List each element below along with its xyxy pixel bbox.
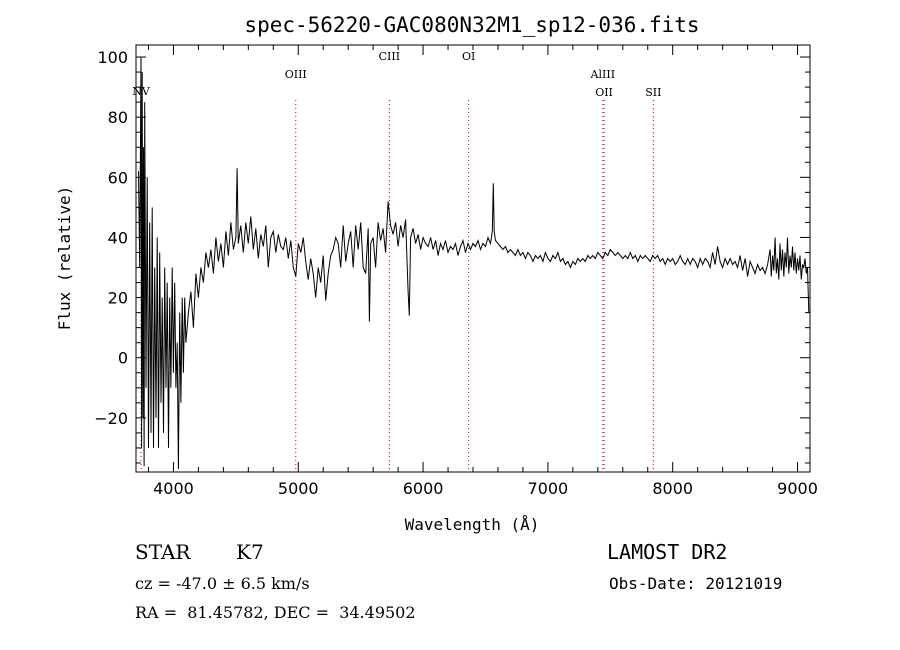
object-class: STAR — [135, 540, 191, 564]
y-tick-label: 20 — [108, 289, 128, 308]
axis-ticks: 4000 5000 6000 7000 8000 9000 −20 0 20 40 60 80 100 — [94, 45, 818, 498]
y-tick-label: 40 — [108, 228, 128, 247]
spectral-line-label: AlIII — [590, 68, 616, 81]
redshift-info: cz = -47.0 ± 6.5 km/s — [135, 574, 310, 593]
object-subclass: K7 — [236, 540, 264, 564]
x-tick-label: 7000 — [528, 479, 569, 498]
x-axis-label: Wavelength (Å) — [405, 515, 540, 534]
y-tick-label: −20 — [94, 409, 128, 428]
spectral-line-label: CIII — [379, 50, 400, 63]
chart-title: spec-56220-GAC080N32M1_sp12-036.fits — [244, 13, 699, 37]
y-tick-label: 0 — [118, 349, 128, 368]
spectral-line-label: OI — [462, 50, 475, 63]
spectral-line-label: OIII — [285, 68, 307, 81]
flux-series-line — [138, 56, 810, 470]
x-tick-label: 8000 — [652, 479, 693, 498]
x-tick-label: 4000 — [153, 479, 194, 498]
x-tick-label: 9000 — [777, 479, 818, 498]
obs-date: Obs-Date: 20121019 — [609, 574, 783, 593]
survey-name: LAMOST DR2 — [607, 540, 728, 564]
y-tick-label: 80 — [108, 108, 128, 127]
spectral-line-label: SII — [645, 86, 661, 99]
x-tick-label: 6000 — [403, 479, 444, 498]
y-tick-label: 100 — [97, 48, 128, 67]
y-tick-label: 60 — [108, 168, 128, 187]
spectral-line-label: OII — [595, 86, 613, 99]
y-axis-label: Flux (relative) — [55, 186, 74, 331]
coordinates: RA = 81.45782, DEC = 34.49502 — [135, 603, 416, 622]
x-tick-label: 5000 — [278, 479, 319, 498]
plot-frame — [135, 44, 811, 473]
